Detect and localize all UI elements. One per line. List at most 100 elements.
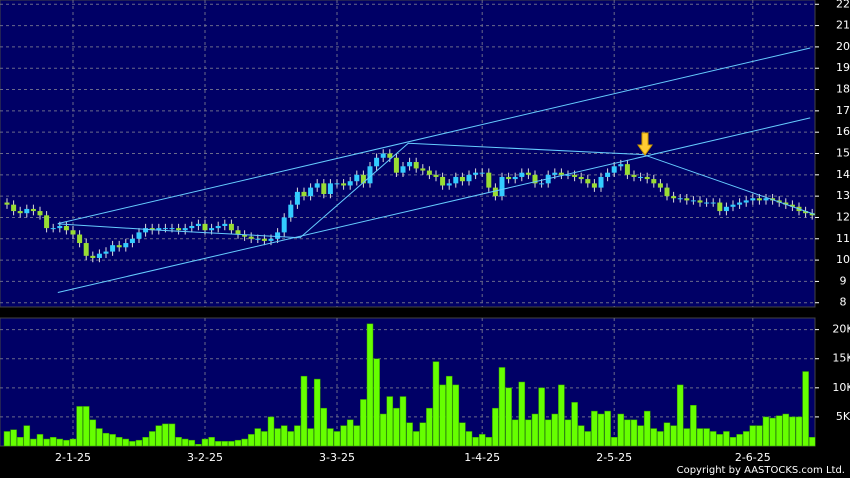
volume-bar (617, 413, 625, 447)
candle-body (156, 228, 162, 231)
volume-bar (30, 438, 37, 447)
candle-body (743, 200, 749, 203)
candle-body (446, 183, 452, 186)
volume-bar (769, 417, 776, 447)
volume-bar (736, 434, 743, 447)
volume-bar (360, 399, 367, 447)
candle-body (664, 187, 670, 197)
candle-body (400, 166, 406, 173)
volume-bar (538, 387, 545, 447)
volume-bar (756, 425, 763, 447)
volume-bar (742, 431, 750, 447)
candle-body (809, 213, 815, 216)
candle-body (492, 187, 498, 197)
candle-body (222, 223, 228, 226)
candle-body (314, 183, 320, 188)
candle-body (268, 238, 274, 241)
volume-bar (23, 425, 31, 447)
candle-body (783, 202, 789, 205)
volume-bar (49, 437, 57, 447)
volume-bar (234, 439, 242, 447)
candle-body (380, 153, 386, 158)
candle-body (136, 232, 142, 239)
candle-body (440, 176, 446, 186)
candle-body (644, 176, 650, 180)
candle-body (479, 172, 485, 174)
volume-bar (129, 441, 136, 447)
candle-body (321, 183, 327, 195)
volume-bar (729, 437, 737, 447)
candle-body (651, 179, 657, 184)
candle-body (215, 225, 221, 229)
y-tick-label: 21 (836, 19, 850, 32)
candle-body (162, 228, 168, 230)
volume-bar (670, 425, 677, 447)
candle-body (182, 228, 188, 231)
volume-bar (498, 367, 506, 447)
volume-bar (340, 425, 347, 447)
volume-bar (432, 361, 440, 447)
volume-bar (241, 438, 248, 447)
candle-body (96, 253, 102, 258)
candle-body (710, 202, 716, 204)
volume-bar (584, 431, 592, 447)
candle-body (281, 217, 287, 233)
volume-bar (637, 425, 644, 447)
x-tick-label: 2-6-25 (735, 451, 771, 464)
volume-bar (696, 428, 704, 447)
volume-bar (10, 429, 17, 447)
volume-bar (558, 384, 565, 447)
candle-body (473, 172, 479, 175)
y-tick-label: 12 (836, 210, 850, 223)
volume-bar (56, 438, 64, 447)
volume-bar (115, 437, 123, 447)
candle-body (532, 174, 538, 184)
volume-bar (135, 439, 143, 447)
trendline (57, 47, 811, 225)
candle-body (690, 200, 696, 202)
y-tick-label: 14 (836, 168, 850, 181)
volume-bar (373, 358, 380, 447)
volume-bar (808, 437, 816, 447)
volume-bar (690, 405, 697, 447)
volume-bar (544, 419, 552, 447)
candle-body (176, 228, 182, 231)
candle-body (657, 183, 663, 188)
candle-body (677, 198, 683, 200)
volume-bar (208, 437, 215, 447)
candle-body (4, 202, 10, 205)
x-tick-label: 2-1-25 (55, 451, 91, 464)
x-tick-label: 1-4-25 (464, 451, 500, 464)
candle-body (44, 215, 50, 229)
candle-body (17, 211, 23, 214)
volume-bar (36, 434, 44, 447)
x-tick-label: 3-2-25 (187, 451, 223, 464)
candle-body (730, 204, 736, 207)
candle-body (552, 172, 558, 175)
volume-bar (518, 381, 526, 447)
candle-body (288, 204, 294, 218)
y-tick-label: 9 (840, 274, 847, 287)
candle-body (228, 223, 234, 231)
volume-bar (214, 441, 222, 447)
candle-body (50, 228, 56, 230)
volume-bar (412, 431, 420, 447)
candle-body (750, 198, 756, 201)
layers: 8 9 10 11 12 13 14 15 16 17 18 19 20 21 22 5K 10K 15K 20K 2… (0, 0, 850, 464)
candle-body (129, 238, 135, 244)
candle-body (248, 236, 254, 239)
candle-body (558, 172, 564, 175)
volume-bar (386, 396, 394, 447)
candle-body (143, 228, 149, 233)
volume-bar (327, 428, 334, 447)
candle-body (453, 176, 459, 184)
volume-bar (485, 437, 493, 447)
volume-bar (571, 402, 578, 447)
x-tick-label: 3-3-25 (319, 451, 355, 464)
y-tick-label: 13 (836, 189, 850, 202)
volume-bar (492, 407, 499, 447)
y-tick-label: 22 (836, 0, 850, 10)
volume-bar (531, 413, 539, 447)
volume-bar (274, 428, 281, 447)
volume-bar (155, 425, 163, 447)
